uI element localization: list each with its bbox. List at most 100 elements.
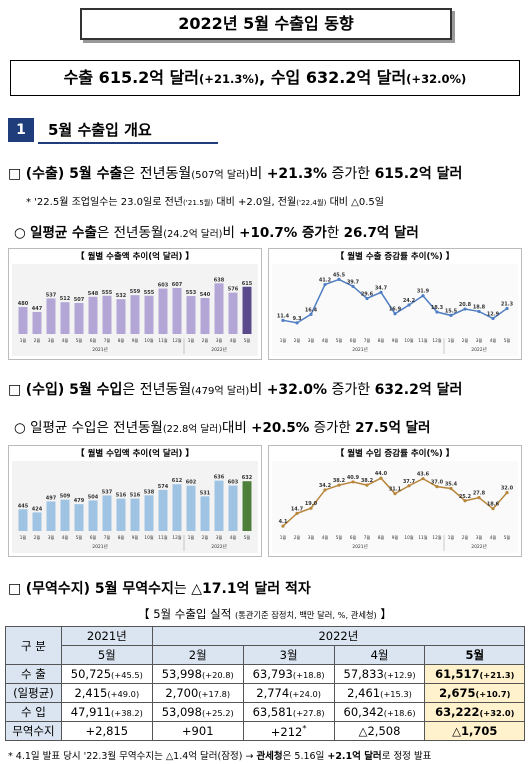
import-daily: ○ 일평균 수입은 전년동월(22.8억 달러)대비 +20.5% 증가한 27… xyxy=(14,416,430,436)
point xyxy=(323,282,327,287)
point xyxy=(379,290,383,294)
chart: 【 월별 수입 증감률 추이(%) 】 1월 2월 3월 4월 5월 6월 7월 8월 9월 10월… xyxy=(268,445,522,557)
value-label: 603 xyxy=(228,480,239,486)
text: 은 전년동월 xyxy=(122,166,192,182)
x-tick-label: 4월 xyxy=(62,337,69,344)
headline: 수출 615.2억 달러(+21.3%), 수입 632.2억 달러(+32.0… xyxy=(10,60,520,96)
year-label: 2021년 xyxy=(92,346,108,353)
x-tick-label: 4월 xyxy=(230,534,237,541)
point xyxy=(281,318,285,322)
bar xyxy=(186,485,196,531)
x-tick-label: 10월 xyxy=(404,534,413,541)
text: (507억 달러) xyxy=(191,170,250,181)
value-label: 445 xyxy=(18,503,29,509)
x-tick-label: 1월 xyxy=(280,534,287,541)
value-label: 39.7 xyxy=(347,279,360,285)
export-note: * '22.5월 조업일수는 23.0일로 전년('21.5월) 대비 +2.0… xyxy=(26,193,384,208)
table-cell: 50,725(+45.5) xyxy=(60,664,153,684)
x-tick-label: 11월 xyxy=(418,534,427,541)
header-cell: 구 분 xyxy=(5,626,62,665)
row-label: 무역수지 xyxy=(5,721,62,741)
text: (+32.0%) xyxy=(406,72,467,86)
x-tick-label: 5월 xyxy=(504,337,511,344)
x-tick-label: 12월 xyxy=(172,337,181,344)
header-cell: 2022년 xyxy=(151,626,526,646)
point xyxy=(491,316,495,321)
header-cell: 2월 xyxy=(151,645,244,665)
bar xyxy=(214,283,224,334)
x-tick-label: 1월 xyxy=(188,534,195,541)
value-label: 41.2 xyxy=(319,278,332,284)
x-tick-label: 1월 xyxy=(448,534,455,541)
value-label: 35.4 xyxy=(445,482,458,488)
point xyxy=(309,506,313,510)
text: (24.2억 달러) xyxy=(163,229,223,240)
cell-text: (+15.3) xyxy=(380,689,412,699)
point xyxy=(281,524,285,528)
text: ('21.5월) xyxy=(183,198,214,207)
value-label: 480 xyxy=(18,301,29,307)
point xyxy=(463,307,467,311)
year-label: 2021년 xyxy=(352,346,368,353)
table-cell: △2,508 xyxy=(333,721,426,741)
table-cell: 63,222(+32.0) xyxy=(424,702,525,722)
bar xyxy=(18,307,28,334)
x-tick-label: 3월 xyxy=(48,337,55,344)
point xyxy=(407,303,411,307)
bar xyxy=(116,299,126,334)
value-label: 19.0 xyxy=(305,501,318,507)
x-tick-label: 5월 xyxy=(336,534,343,541)
x-tick-label: 3월 xyxy=(48,534,55,541)
value-label: 27.8 xyxy=(473,491,486,497)
point xyxy=(477,496,481,500)
table-cell: +2,815 xyxy=(60,721,153,741)
bar xyxy=(46,298,56,334)
value-label: 14.7 xyxy=(291,506,304,512)
header-cell: 5월 xyxy=(424,645,525,665)
text: +32.0% xyxy=(266,382,328,398)
value-label: 32.0 xyxy=(501,486,514,492)
cell-text: 60,342 xyxy=(343,705,384,719)
value-label: 25.2 xyxy=(459,494,472,500)
value-label: 507 xyxy=(74,297,85,303)
point xyxy=(393,492,397,496)
cell-text: (+27.8) xyxy=(292,708,325,718)
text: 는 xyxy=(173,581,192,597)
table-cell: 57,833(+12.9) xyxy=(333,664,426,684)
text: 수출 615.2억 달러 xyxy=(63,68,200,87)
plot-area xyxy=(272,461,518,553)
cell-text: 2,415 xyxy=(74,686,108,700)
point xyxy=(295,321,299,325)
text: 632.2억 달러 xyxy=(374,382,463,398)
text: * 4.1일 발표 당시 '22.3월 무역수지는 △1.4억 달러(잠정) → xyxy=(8,751,257,762)
point xyxy=(393,312,397,316)
cell-text: 53,098 xyxy=(161,705,202,719)
value-label: 603 xyxy=(158,283,169,289)
cell-text: (+45.5) xyxy=(111,670,143,680)
value-label: 555 xyxy=(144,290,155,296)
value-label: 509 xyxy=(60,494,71,500)
text: * '22.5월 조업일수는 23.0일로 전년 xyxy=(26,197,183,208)
value-label: 574 xyxy=(158,484,169,490)
value-label: 555 xyxy=(102,290,113,296)
table-cell: +212* xyxy=(242,721,335,741)
bar xyxy=(130,498,140,531)
point xyxy=(435,310,439,314)
table-title: 【 5월 수출입 실적 (통관기준 잠정치, 백만 달러, %, 관세청) 】 xyxy=(0,606,530,622)
row-label: (일평균) xyxy=(5,683,62,703)
point xyxy=(295,511,299,515)
x-tick-label: 3월 xyxy=(476,534,483,541)
point xyxy=(337,483,341,487)
bar xyxy=(200,496,210,531)
value-label: 538 xyxy=(144,489,155,495)
bar xyxy=(186,296,196,334)
value-label: 37.0 xyxy=(431,480,444,486)
value-label: 497 xyxy=(46,495,57,501)
bar xyxy=(102,295,112,334)
x-tick-label: 1월 xyxy=(20,337,27,344)
section-title: 5월 수출입 개요 xyxy=(38,118,218,144)
text: 26.7억 달러 xyxy=(343,225,419,241)
x-tick-label: 7월 xyxy=(364,534,371,541)
table-cell: 2,700(+17.8) xyxy=(151,683,244,703)
